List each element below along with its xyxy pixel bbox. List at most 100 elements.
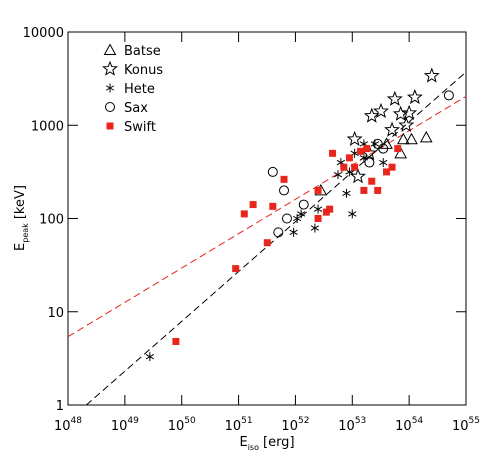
- square: [269, 202, 277, 210]
- marker-asterisk: [333, 170, 343, 180]
- marker-square: [345, 154, 353, 162]
- triangle: [394, 146, 408, 159]
- square: [363, 145, 371, 153]
- triangle: [103, 43, 117, 55]
- marker-triangle: [405, 132, 418, 145]
- circle: [105, 102, 115, 112]
- marker-square: [326, 205, 334, 213]
- marker-circle: [279, 185, 290, 196]
- y-tick-label: 10000: [23, 26, 64, 41]
- y-axis-label: Epeak [keV]: [13, 185, 30, 251]
- star: [401, 104, 418, 120]
- marker-square: [280, 175, 288, 183]
- y-tick-label: 10: [47, 306, 64, 321]
- x-tick-label: 1050: [168, 416, 196, 434]
- marker-square: [314, 186, 322, 194]
- marker-triangle: [103, 43, 117, 55]
- marker-square: [240, 210, 248, 218]
- spoke: [370, 141, 380, 147]
- square: [345, 154, 353, 162]
- x-tick-label: 1051: [225, 416, 253, 434]
- spoke: [310, 225, 320, 231]
- legend-label: Sax: [124, 101, 148, 116]
- marker-star: [406, 88, 423, 105]
- marker-star: [423, 67, 440, 83]
- x-tick-base: 10: [168, 419, 185, 434]
- marker-square: [388, 163, 396, 171]
- y-tick-label: 1: [56, 399, 64, 414]
- legend-label: Swift: [124, 120, 156, 135]
- marker-square: [357, 147, 365, 155]
- circle: [364, 157, 375, 168]
- marker-asterisk: [296, 209, 306, 219]
- marker-circle: [267, 166, 278, 177]
- x-tick-label: 1049: [111, 416, 139, 434]
- marker-asterisk: [292, 214, 302, 223]
- spoke: [296, 211, 306, 217]
- y-tick-label: 1000: [31, 119, 64, 134]
- triangle: [419, 130, 433, 143]
- marker-circle: [105, 102, 115, 112]
- x-label-main: E: [239, 435, 247, 450]
- star: [384, 121, 401, 137]
- marker-asterisk: [145, 352, 154, 362]
- marker-square: [172, 337, 180, 345]
- marker-circle: [273, 227, 284, 238]
- marker-triangle: [419, 130, 433, 143]
- legend-label: Hete: [124, 82, 155, 97]
- x-tick-exp: 50: [184, 416, 196, 426]
- circle: [281, 213, 292, 224]
- marker-asterisk: [105, 83, 115, 93]
- spoke: [313, 206, 323, 212]
- x-label-unit: [erg]: [263, 435, 295, 450]
- x-tick-base: 10: [225, 419, 242, 434]
- marker-square: [314, 215, 322, 222]
- triangle: [396, 132, 410, 145]
- spoke: [145, 353, 154, 360]
- square: [240, 210, 248, 218]
- square: [340, 163, 348, 171]
- circle: [279, 185, 290, 196]
- marker-square: [269, 202, 277, 210]
- square: [360, 186, 368, 194]
- square: [263, 239, 271, 247]
- marker-star: [346, 130, 363, 147]
- marker-square: [340, 163, 348, 171]
- square: [374, 186, 382, 194]
- x-tick-exp: 48: [71, 416, 83, 426]
- marker-asterisk: [370, 139, 380, 149]
- marker-square: [106, 122, 114, 130]
- circle: [267, 166, 278, 177]
- y-label-main: E: [13, 243, 28, 251]
- star: [406, 88, 423, 105]
- marker-circle: [364, 157, 375, 168]
- marker-asterisk: [379, 158, 388, 168]
- x-tick-label: 1053: [338, 416, 366, 434]
- marker-star: [401, 104, 418, 120]
- square: [232, 265, 240, 273]
- marker-square: [232, 265, 240, 273]
- marker-square: [374, 186, 382, 194]
- marker-square: [368, 177, 376, 185]
- square: [394, 145, 402, 153]
- x-tick-exp: 52: [298, 416, 309, 426]
- marker-asterisk: [289, 227, 298, 237]
- square: [383, 168, 391, 176]
- marker-circle: [443, 90, 454, 101]
- x-tick-base: 10: [338, 419, 355, 434]
- star: [392, 105, 409, 121]
- marker-square: [360, 186, 368, 194]
- spoke: [342, 190, 351, 197]
- square: [326, 205, 334, 213]
- x-tick-exp: 49: [127, 416, 139, 426]
- x-tick-base: 10: [395, 419, 412, 434]
- x-tick-exp: 53: [355, 416, 366, 426]
- x-tick-exp: 54: [412, 416, 424, 426]
- x-axis-label: Eiso [erg]: [239, 435, 294, 452]
- marker-asterisk: [313, 204, 323, 214]
- spoke: [333, 172, 343, 178]
- marker-star: [373, 102, 389, 119]
- marker-circle: [378, 143, 389, 154]
- square: [388, 163, 396, 171]
- square: [357, 147, 365, 155]
